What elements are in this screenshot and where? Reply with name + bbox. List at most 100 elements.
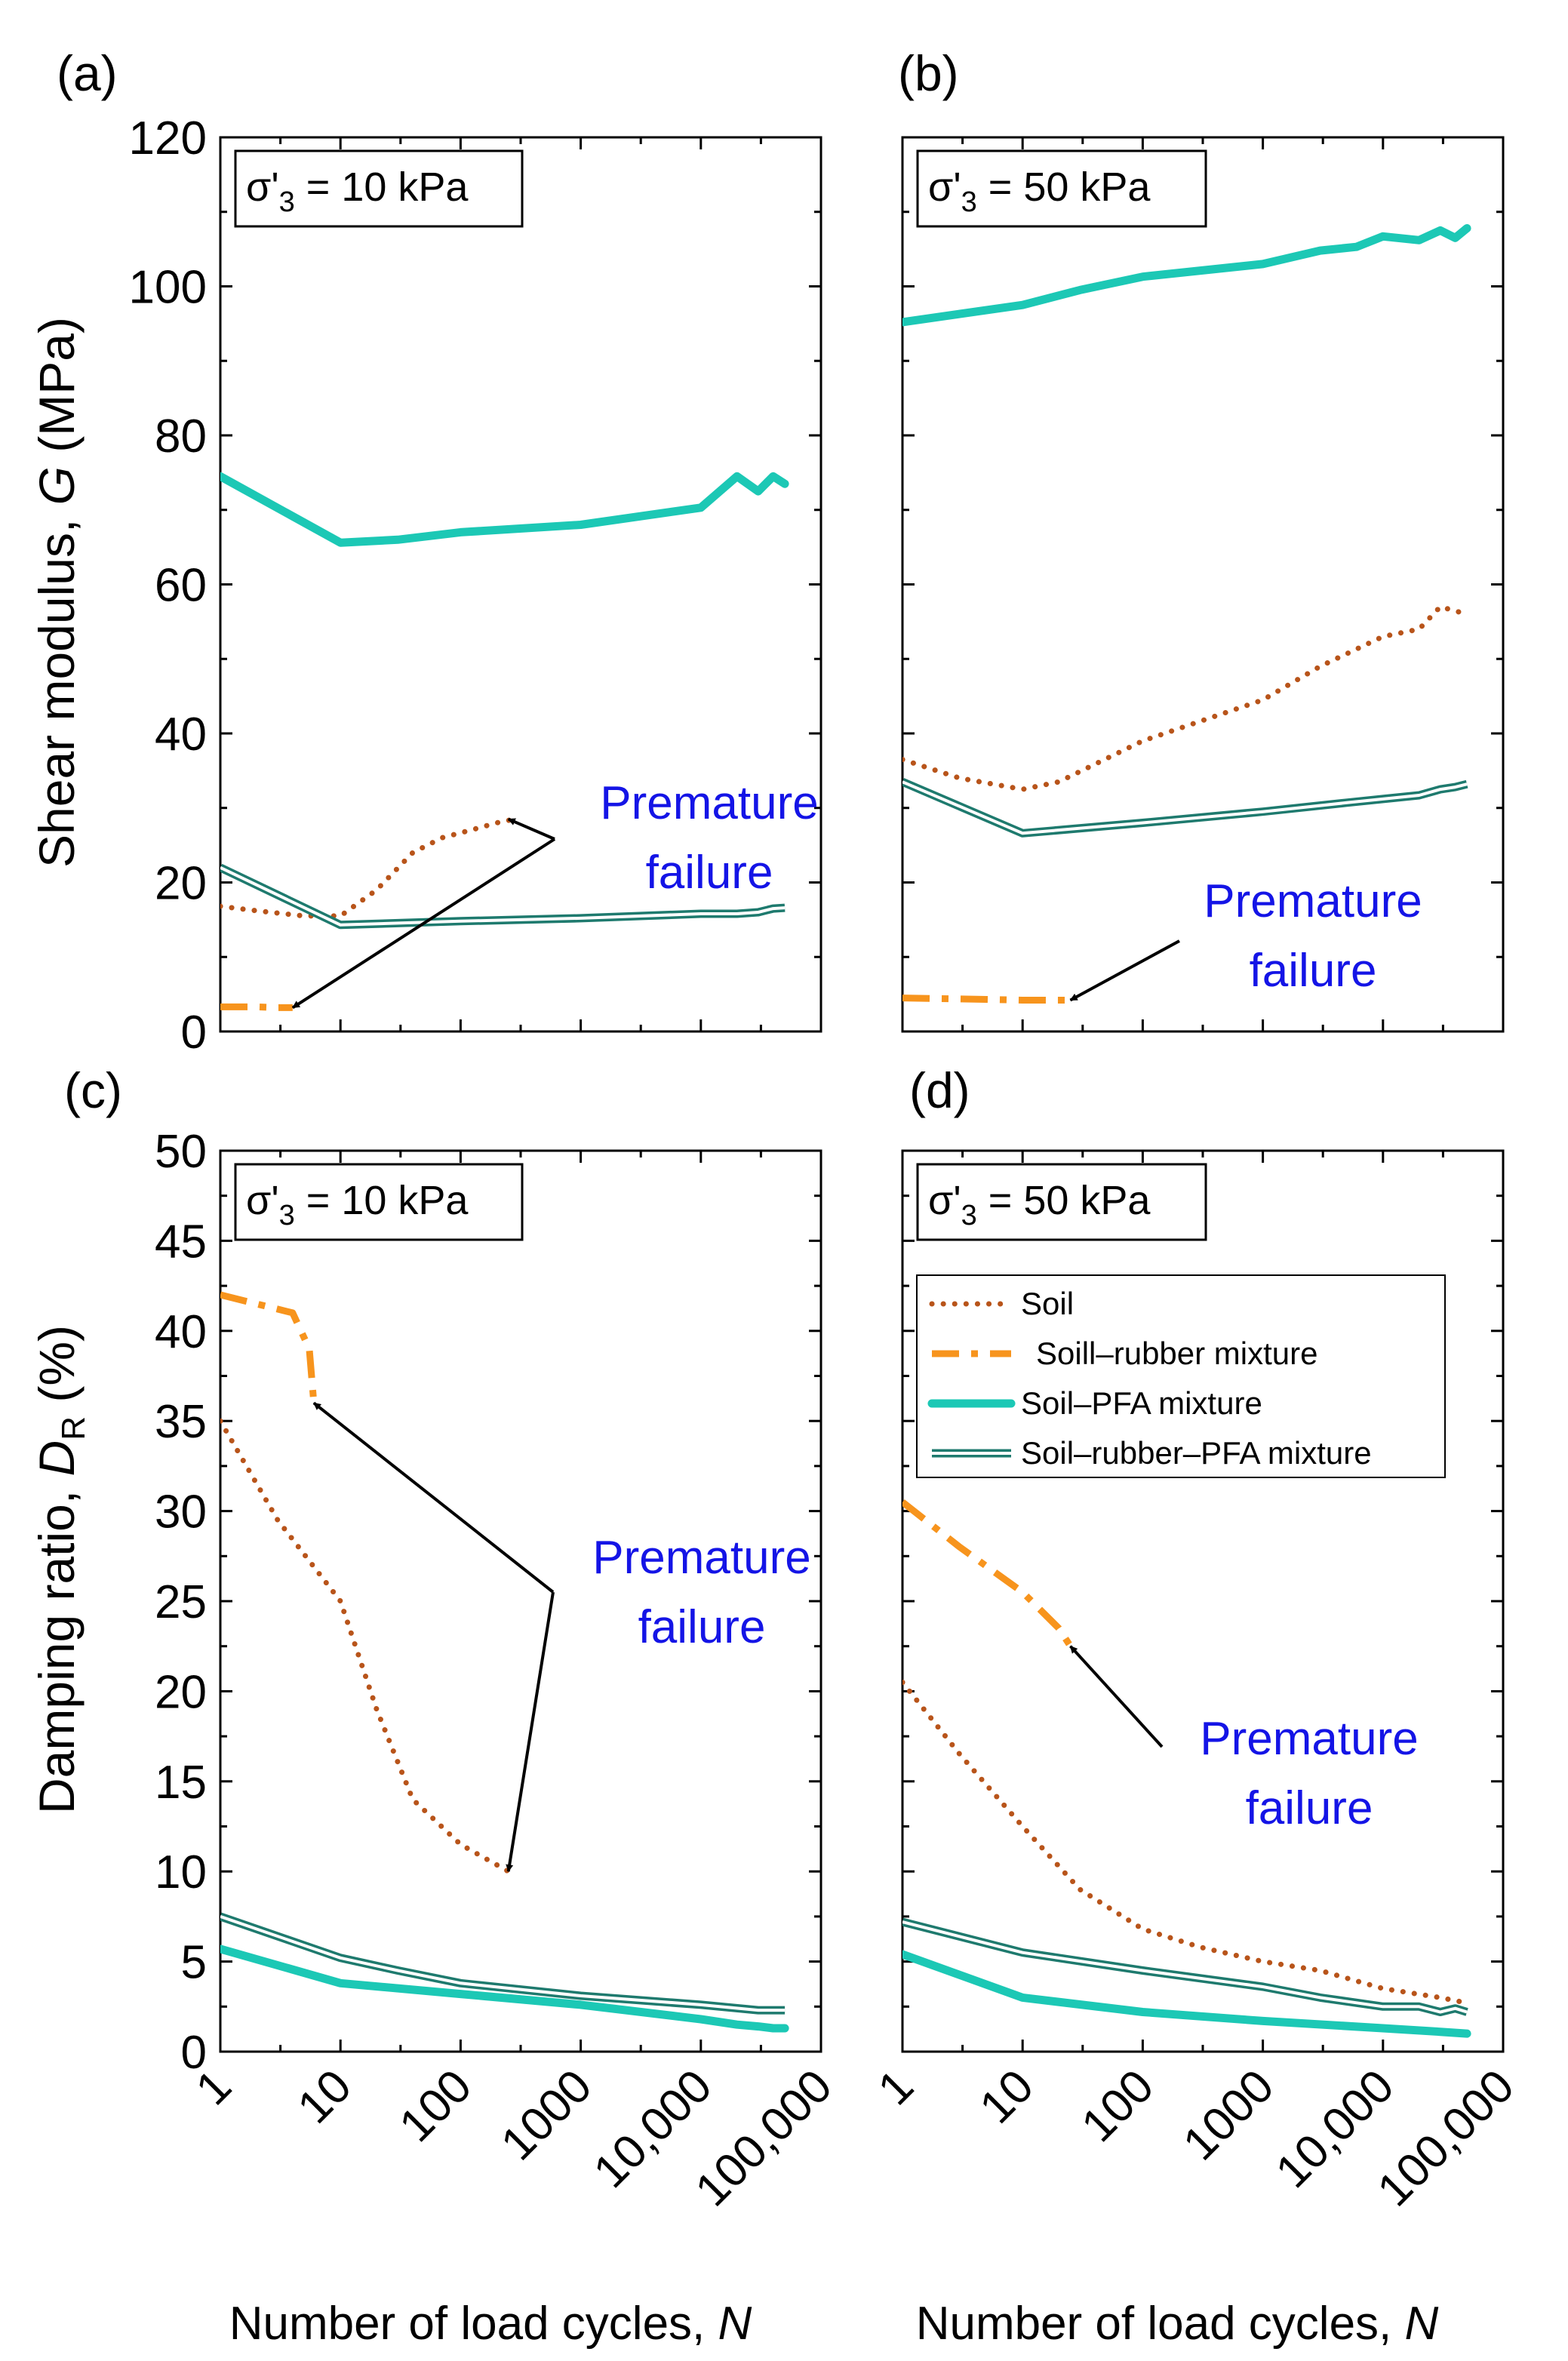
x-title-left-var: N	[718, 2298, 752, 2350]
x-title-left-prefix: Number of load cycles,	[229, 2298, 718, 2350]
annotation-line1: Premature	[592, 1532, 810, 1584]
y-tick-label-a: 60	[155, 560, 207, 612]
y-title-bottom-var: D	[29, 1440, 85, 1477]
annotation-line1: Premature	[1204, 875, 1422, 927]
panel-label-a: (a)	[57, 45, 118, 101]
annotation-arrow	[506, 1591, 555, 1873]
annotation-d: Premature failure	[1069, 1645, 1419, 1834]
series-line-inner-soil-rubber-pfa-mixture	[220, 1915, 786, 2012]
legend-label-soill-rubber-mixture: Soill–rubber mixture	[1036, 1336, 1318, 1371]
series-line-soil-pfa-mixture	[220, 1944, 789, 2033]
series-group-d	[902, 1499, 1471, 2038]
y-tick-label-c: 5	[181, 1937, 207, 1989]
y-tick-label-a: 80	[155, 410, 207, 463]
annotation-arrow	[312, 1401, 555, 1594]
condition-subscript: 3	[961, 186, 977, 218]
y-title-bottom-sub: R	[55, 1416, 92, 1440]
condition-symbol: σ'	[246, 164, 279, 210]
series-line-soil-rubber-pfa-mixture	[902, 778, 1468, 838]
legend-label-soil-pfa-mixture: Soil–PFA mixture	[1021, 1385, 1262, 1421]
y-tick-label-a: 0	[181, 1007, 207, 1059]
legend-label-soil-rubber-pfa-mixture: Soil–rubber–PFA mixture	[1021, 1435, 1372, 1471]
condition-box-b: σ'3 = 50 kPa	[916, 149, 1207, 228]
panel-label-c: (c)	[64, 1062, 122, 1118]
series-line-soil-rubber-pfa-mixture	[902, 1917, 1468, 2016]
annotation-a: Premature failure	[291, 777, 819, 1010]
y-tick-label-a: 120	[129, 112, 207, 164]
y-tick-label-c: 35	[155, 1396, 207, 1448]
panel-b: (b) σ'3 = 50 kPa Premature failure	[898, 45, 1505, 1033]
condition-box-frame	[234, 1163, 524, 1241]
series-line-soil-pfa-mixture	[902, 1950, 1471, 2038]
condition-subscript: 3	[279, 186, 295, 218]
y-tick-label-c: 20	[155, 1666, 207, 1718]
condition-value: = 50 kPa	[977, 1178, 1151, 1223]
y-tick-label-a: 40	[155, 709, 207, 761]
y-tick-label-c: 0	[181, 2027, 207, 2079]
condition-box-frame	[234, 149, 524, 228]
condition-box-frame	[916, 149, 1207, 228]
panel-label-d: (d)	[909, 1062, 970, 1118]
series-line-inner-soil-rubber-pfa-mixture	[902, 780, 1468, 835]
annotation-line2: failure	[646, 847, 773, 899]
condition-text: σ'3 = 50 kPa	[928, 164, 1151, 218]
series-line-soil	[902, 1680, 1470, 2006]
x-tick-label-c: 100,000	[686, 2060, 842, 2216]
x-tick-label-d: 1	[869, 2060, 924, 2115]
series-line-inner-soil-rubber-pfa-mixture	[220, 865, 786, 927]
series-line-soil-pfa-mixture	[902, 224, 1471, 327]
y-title-top-unit: (MPa)	[29, 317, 85, 466]
x-tick-label-d: 10	[970, 2060, 1044, 2134]
annotation-line2: failure	[638, 1601, 766, 1653]
condition-box-a: σ'3 = 10 kPa	[234, 149, 524, 228]
y-tick-label-c: 30	[155, 1486, 207, 1539]
x-axis-title-left: Number of load cycles, N	[229, 2298, 752, 2350]
x-tick-label-d: 1000	[1173, 2060, 1284, 2170]
series-line-soil-pfa-mixture	[220, 472, 789, 547]
condition-symbol: σ'	[246, 1178, 279, 1223]
x-title-right-var: N	[1405, 2298, 1439, 2350]
annotation-arrow	[507, 817, 555, 841]
y-tick-label-a: 100	[129, 262, 207, 314]
series-line-inner-soil-rubber-pfa-mixture	[902, 1920, 1468, 2014]
series-group-b	[902, 224, 1471, 1004]
y-title-bottom-unit: (%)	[29, 1325, 85, 1416]
y-tick-label-c: 40	[155, 1306, 207, 1358]
annotation-arrow	[1069, 939, 1180, 1002]
series-group-c	[220, 1291, 789, 2033]
panel-a: (a) 0 20 40 60 80 100 120 σ'3 = 10 kPa Premature f…	[57, 45, 822, 1059]
x-tick-label-d: 100	[1071, 2060, 1164, 2152]
y-axis-title-damping-ratio: Damping ratio, DR (%)	[29, 1325, 92, 1814]
x-tick-label-d: 100,000	[1368, 2060, 1524, 2216]
y-tick-label-c: 50	[155, 1126, 207, 1178]
annotation-arrow	[291, 838, 556, 1010]
series-line-soill-rubber-mixture	[902, 995, 1071, 1004]
series-line-soil	[902, 604, 1470, 792]
y-tick-label-a: 20	[155, 858, 207, 910]
x-tick-label-c: 100	[389, 2060, 481, 2152]
annotation-arrow	[1069, 1645, 1164, 1748]
series-line-soill-rubber-mixture	[220, 1291, 318, 1403]
series-line-soil	[220, 816, 518, 919]
y-tick-label-c: 10	[155, 1846, 207, 1898]
condition-subscript: 3	[961, 1200, 977, 1231]
y-title-bottom-prefix: Damping ratio,	[29, 1476, 85, 1814]
condition-value: = 10 kPa	[295, 164, 469, 210]
legend-label-soil: Soil	[1021, 1286, 1074, 1321]
y-tick-label-c: 15	[155, 1757, 207, 1809]
annotation-line2: failure	[1250, 945, 1377, 997]
condition-box-c: σ'3 = 10 kPa	[234, 1163, 524, 1241]
condition-box-d: σ'3 = 50 kPa	[916, 1163, 1207, 1241]
condition-text: σ'3 = 50 kPa	[928, 1178, 1151, 1231]
x-tick-label-c: 10	[288, 2060, 362, 2134]
condition-box-frame	[916, 1163, 1207, 1241]
x-title-right-prefix: Number of load cycles,	[916, 2298, 1405, 2350]
condition-symbol: σ'	[928, 164, 961, 210]
y-title-top-prefix: Shear modulus,	[29, 505, 85, 868]
condition-text: σ'3 = 10 kPa	[246, 164, 469, 218]
condition-subscript: 3	[279, 1200, 295, 1231]
